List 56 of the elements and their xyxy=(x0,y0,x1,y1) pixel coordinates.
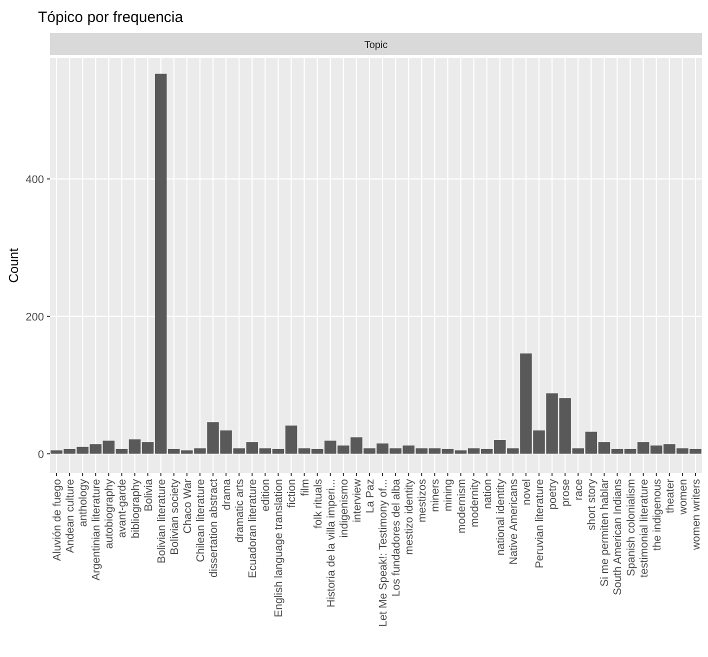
x-tick-label: miners xyxy=(430,478,442,512)
x-tick-label: drama xyxy=(221,478,234,510)
x-tick-label: women xyxy=(677,479,690,516)
x-tick-label: the indigenous xyxy=(651,478,664,551)
x-tick-label: mestizos xyxy=(416,478,429,522)
x-tick-label: film xyxy=(299,479,312,496)
y-tick-label: 400 xyxy=(26,174,44,186)
x-tick-label: mestizo identity xyxy=(404,478,416,555)
x-tick-label: modernity xyxy=(468,478,481,528)
x-tick-label: theater xyxy=(664,478,676,514)
y-tick-label: 0 xyxy=(38,448,44,461)
x-tick-label: dissertation abstract xyxy=(208,479,220,578)
x-tick-label: La Paz xyxy=(364,479,376,514)
y-tick-label: 200 xyxy=(26,311,44,324)
x-tick-label: South American Indians xyxy=(612,478,624,596)
x-tick-label: testimonial literature xyxy=(638,479,650,578)
x-tick-label: indigenismo xyxy=(338,479,350,538)
x-tick-label: women writers xyxy=(690,478,702,551)
x-tick-label: Chilean literature xyxy=(194,479,207,562)
x-tick-label: Spanish colonialism xyxy=(625,479,638,576)
x-tick-label: modernism xyxy=(456,479,468,534)
chart-subtitle: Topic xyxy=(364,40,388,51)
x-tick-label: Peruvian literature xyxy=(534,479,546,568)
y-axis-title: Count xyxy=(6,248,21,283)
x-tick-label: Bolivia xyxy=(142,478,155,512)
x-tick-label: Andean culture xyxy=(64,479,77,553)
x-tick-label: Historia de la villa imperi... xyxy=(325,479,338,608)
x-tick-label: nation xyxy=(482,479,494,509)
x-tick-label: English language translation xyxy=(273,479,286,618)
x-tick-label: novel xyxy=(520,479,533,506)
x-tick-label: avant-garde xyxy=(116,479,129,538)
x-tick-label: Chaco War xyxy=(182,478,194,534)
x-tick-label: Let Me Speak!: Testimony of... xyxy=(378,479,390,627)
x-tick-label: national identity xyxy=(494,478,507,556)
x-tick-label: Native Americans xyxy=(508,478,520,565)
chart-title: Tópico por frequencia xyxy=(38,9,184,26)
x-tick-label: dramatic arts xyxy=(234,478,246,543)
x-tick-label: mining xyxy=(442,479,455,512)
x-tick-label: bibliography xyxy=(130,478,142,538)
x-tick-label: Los fundadores del alba xyxy=(390,478,403,596)
x-tick-label: prose xyxy=(560,479,572,507)
x-tick-label: Aluvión de fuego xyxy=(52,479,64,561)
x-tick-label: interview xyxy=(351,478,364,522)
x-tick-label: short story xyxy=(586,478,598,530)
x-tick-label: race xyxy=(573,479,586,500)
x-tick-label: fiction xyxy=(286,479,298,508)
x-tick-label: autobiography xyxy=(104,478,116,549)
x-tick-label: Si me permiten hablar xyxy=(599,478,612,587)
x-tick-label: Bolivian society xyxy=(168,478,181,555)
x-tick-label: anthology xyxy=(78,478,90,527)
x-tick-label: edition xyxy=(260,479,272,512)
x-tick-label: poetry xyxy=(547,478,560,510)
x-tick-label: Ecuadoran literature xyxy=(247,479,260,578)
x-tick-label: folk rituals xyxy=(312,478,324,529)
x-tick-label: Argentinian literature xyxy=(90,479,103,581)
x-tick-label: Bolivian literature xyxy=(156,479,168,564)
